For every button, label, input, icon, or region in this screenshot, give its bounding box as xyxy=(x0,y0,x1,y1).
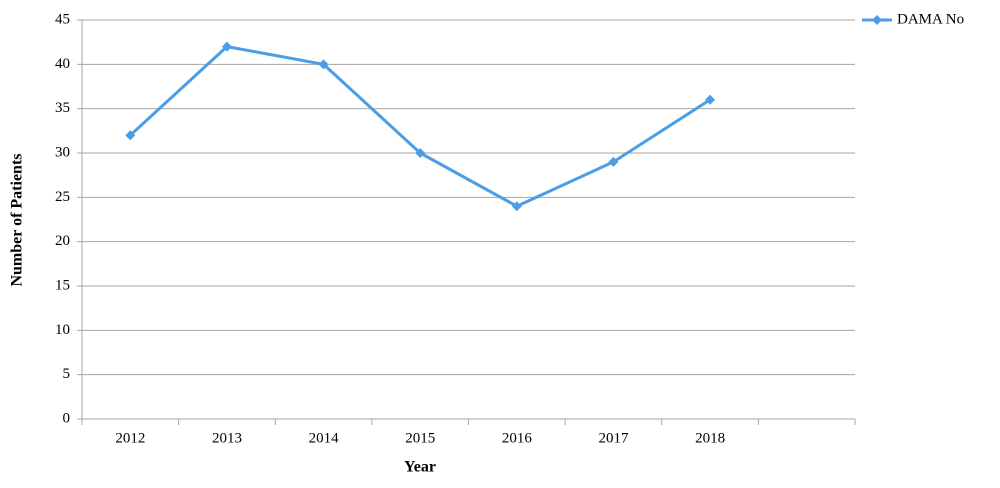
y-tick-label: 15 xyxy=(55,277,70,293)
data-point xyxy=(511,201,522,212)
y-tick-label: 35 xyxy=(55,100,70,116)
y-tick-label: 30 xyxy=(55,144,70,160)
data-line xyxy=(129,45,711,208)
y-tick-label: 45 xyxy=(55,11,70,27)
x-axis-title: Year xyxy=(404,459,436,476)
data-point xyxy=(608,156,619,167)
data-point xyxy=(705,94,716,105)
y-tick-label: 0 xyxy=(63,410,71,426)
data-point xyxy=(125,130,136,141)
y-axis-title: Number of Patients xyxy=(9,153,26,286)
legend-marker xyxy=(872,15,882,25)
y-tick-label: 20 xyxy=(55,233,70,249)
y-tick-label: 40 xyxy=(55,56,70,72)
data-point xyxy=(415,148,426,158)
x-tick-label: 2013 xyxy=(212,430,242,446)
x-tick-label: 2016 xyxy=(502,430,533,446)
x-tick-label: 2018 xyxy=(695,430,725,446)
x-tick-label: 2017 xyxy=(598,430,629,446)
x-tick-label: 2012 xyxy=(115,430,145,446)
legend-label: DAMA No xyxy=(897,11,964,27)
data-point xyxy=(318,59,329,70)
y-tick-label: 25 xyxy=(55,189,70,205)
data-point xyxy=(221,41,232,52)
y-tick-label: 10 xyxy=(55,322,70,338)
x-tick-label: 2014 xyxy=(309,430,340,446)
x-tick-label: 2015 xyxy=(405,430,435,446)
y-tick-label: 5 xyxy=(63,366,71,382)
